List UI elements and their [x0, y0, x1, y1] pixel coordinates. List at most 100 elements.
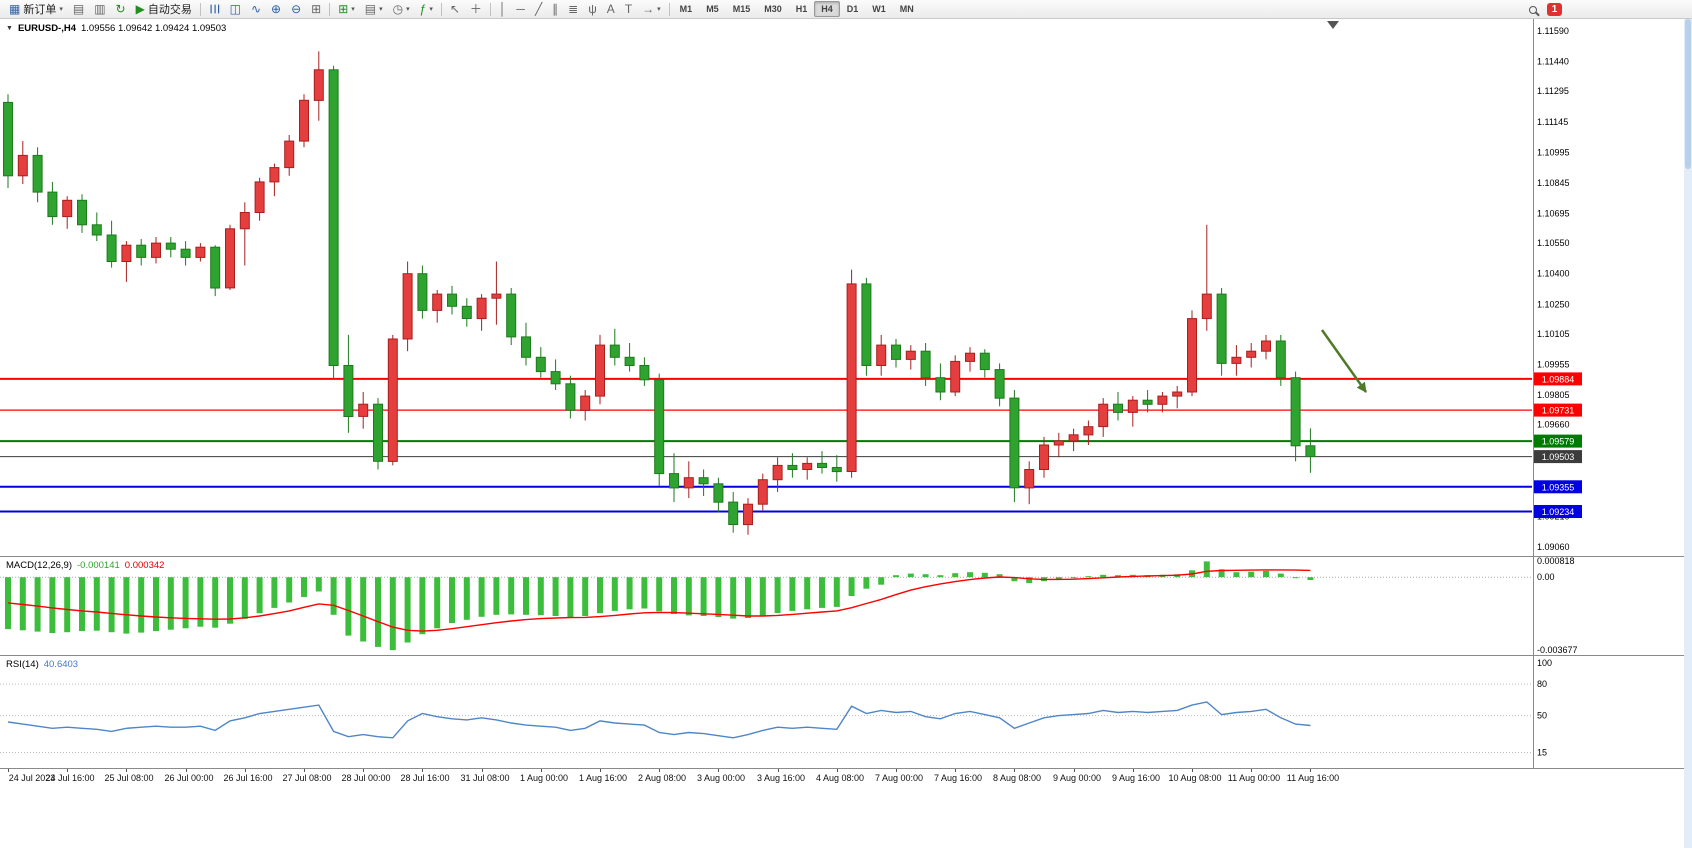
chevron-down-icon: ▾ [657, 6, 661, 13]
notification-badge[interactable]: 1 [1547, 3, 1562, 16]
zoom-in-icon: ⊕ [271, 2, 282, 16]
toolbar-separator [199, 2, 201, 16]
tile-windows-icon: ⊞ [311, 2, 322, 16]
scrollbar-thumb[interactable] [1685, 19, 1691, 169]
time-axis-label: 8 Aug 08:00 [992, 773, 1042, 783]
horizontal-line-tool-button[interactable]: ─ [511, 1, 530, 18]
autotrade-button[interactable]: ▶ 自动交易 [131, 1, 197, 18]
rsi-indicator-label: RSI(14) 40.6403 [6, 659, 78, 670]
channel-icon: ∥ [552, 2, 559, 16]
chart-title: ▼ EURUSD-,H4 1.09556 1.09642 1.09424 1.0… [6, 23, 226, 34]
zoom-in-button[interactable]: ⊕ [266, 1, 286, 18]
timeframe-mn-button[interactable]: MN [899, 4, 914, 14]
timeframe-w1-button[interactable]: W1 [872, 4, 886, 14]
macd-indicator-label: MACD(12,26,9) -0.000141 0.000342 [6, 560, 164, 571]
new-order-icon: ▦ [9, 2, 21, 16]
chevron-down-icon: ▾ [429, 6, 433, 13]
rsi-panel[interactable]: 100 80 50 15 [0, 655, 1692, 768]
bar-chart-button[interactable]: ☰ [204, 1, 225, 18]
search-icon[interactable] [1529, 5, 1537, 14]
indicators-icon: ƒ [419, 2, 427, 16]
svg-text:1.09234: 1.09234 [1542, 507, 1575, 517]
timeframe-d1-button[interactable]: D1 [846, 4, 859, 14]
time-axis-label: 24 Jul 2023 [8, 773, 56, 783]
template-button[interactable]: ▤ ▾ [360, 1, 388, 18]
time-axis-label: 26 Jul 00:00 [164, 773, 214, 783]
time-axis-label: 7 Aug 00:00 [874, 773, 924, 783]
time-axis-label: 28 Jul 00:00 [341, 773, 391, 783]
svg-text:1.09731: 1.09731 [1542, 406, 1575, 416]
macd-chart[interactable]: 0.000818 0.00 -0.003677 [0, 557, 1692, 655]
svg-text:1.11295: 1.11295 [1537, 86, 1569, 96]
refresh-icon: ↻ [115, 2, 126, 16]
refresh-button[interactable]: ↻ [111, 1, 131, 18]
line-chart-button[interactable]: ∿ [246, 1, 266, 18]
time-axis[interactable]: 24 Jul 2023 24 Jul 16:00 25 Jul 08:00 26 Ju… [0, 768, 1692, 848]
label-tool-button[interactable]: T [620, 1, 637, 18]
svg-text:1.10845: 1.10845 [1537, 178, 1570, 188]
svg-text:1.10250: 1.10250 [1537, 299, 1570, 309]
time-axis-label: 24 Jul 16:00 [45, 773, 95, 783]
arrow-icon: → [642, 2, 655, 16]
trendline-tool-button[interactable]: ╱ [530, 1, 547, 18]
candlestick-chart[interactable]: 1.11590 1.11440 1.11295 1.11145 1.10995 1.108… [0, 19, 1692, 556]
vertical-scrollbar[interactable] [1684, 19, 1692, 848]
svg-text:1.09355: 1.09355 [1542, 482, 1575, 492]
timeframe-m30-button[interactable]: M30 [764, 4, 782, 14]
candlestick-chart-button[interactable]: ◫ [225, 1, 246, 18]
timeframe-h4-button[interactable]: H4 [814, 1, 840, 17]
new-order-label: 新订单 [23, 4, 57, 16]
pitchfork-icon: ψ [588, 2, 597, 16]
time-axis-label: 27 Jul 08:00 [282, 773, 332, 783]
chart-ohlc-values: 1.09556 1.09642 1.09424 1.09503 [81, 23, 227, 34]
vertical-line-tool-button[interactable]: │ [494, 1, 512, 18]
arrows-tool-button[interactable]: → ▾ [637, 1, 666, 18]
period-clock-button[interactable]: ◷ ▾ [388, 1, 415, 18]
chevron-down-icon: ▾ [406, 6, 410, 13]
timeframe-m1-button[interactable]: M1 [679, 4, 693, 14]
price-chart-panel[interactable]: 1.11590 1.11440 1.11295 1.11145 1.10995 1.108… [0, 19, 1692, 556]
time-axis-label: 1 Aug 16:00 [578, 773, 628, 783]
timeframe-h1-button[interactable]: H1 [795, 4, 808, 14]
svg-text:100: 100 [1537, 658, 1552, 668]
macd-panel[interactable]: 0.000818 0.00 -0.003677 [0, 556, 1692, 655]
fibonacci-tool-button[interactable]: ≣ [563, 1, 583, 18]
svg-text:15: 15 [1537, 748, 1547, 758]
new-order-button[interactable]: ▦ 新订单 ▾ [4, 1, 68, 18]
text-icon: A [606, 2, 615, 16]
toolbar-right-group: 1 [1529, 0, 1562, 19]
timeframe-m15-button[interactable]: M15 [732, 4, 751, 14]
rsi-chart[interactable]: 100 80 50 15 [0, 656, 1692, 768]
charts-button[interactable]: ▤ [68, 1, 89, 18]
chart-shift-marker [1327, 21, 1339, 29]
chart-collapse-icon[interactable]: ▼ [6, 25, 13, 32]
indicators-button[interactable]: ƒ ▾ [415, 1, 438, 18]
macd-name: MACD(12,26,9) [6, 560, 72, 571]
new-chart-button[interactable]: ⊞ ▾ [333, 1, 360, 18]
play-icon: ▶ [135, 2, 145, 16]
pitchfork-tool-button[interactable]: ψ [583, 1, 602, 18]
svg-text:50: 50 [1537, 711, 1547, 721]
zoom-out-icon: ⊖ [291, 2, 302, 16]
time-axis-label: 3 Aug 00:00 [696, 773, 746, 783]
charts-icon: ▤ [72, 2, 85, 16]
candlestick-icon: ◫ [229, 2, 241, 16]
toolbar-separator [440, 2, 442, 16]
zoom-out-button[interactable]: ⊖ [286, 1, 306, 18]
channel-tool-button[interactable]: ∥ [547, 1, 563, 18]
fibonacci-icon: ≣ [568, 2, 579, 16]
clock-icon: ◷ [392, 2, 404, 16]
time-axis-label: 4 Aug 08:00 [815, 773, 865, 783]
timeframe-m5-button[interactable]: M5 [706, 4, 719, 14]
time-axis-label: 11 Aug 16:00 [1286, 773, 1340, 783]
crosshair-button[interactable]: ＋ [465, 1, 487, 18]
macd-main-value: -0.000141 [77, 560, 120, 571]
profiles-icon: ▥ [94, 2, 106, 16]
tile-windows-button[interactable]: ⊞ [306, 1, 326, 18]
time-axis-label: 1 Aug 00:00 [519, 773, 569, 783]
time-axis-label: 9 Aug 00:00 [1052, 773, 1102, 783]
profiles-button[interactable]: ▥ [89, 1, 110, 18]
cursor-button[interactable]: ↖ [445, 1, 465, 18]
text-tool-button[interactable]: A [602, 1, 620, 18]
toolbar: ▦ 新订单 ▾ ▤ ▥ ↻ ▶ 自动交易 ☰ ◫ ∿ ⊕ ⊖ ⊞ ⊞ ▾ ▤ ▾ ◷… [0, 0, 1692, 19]
